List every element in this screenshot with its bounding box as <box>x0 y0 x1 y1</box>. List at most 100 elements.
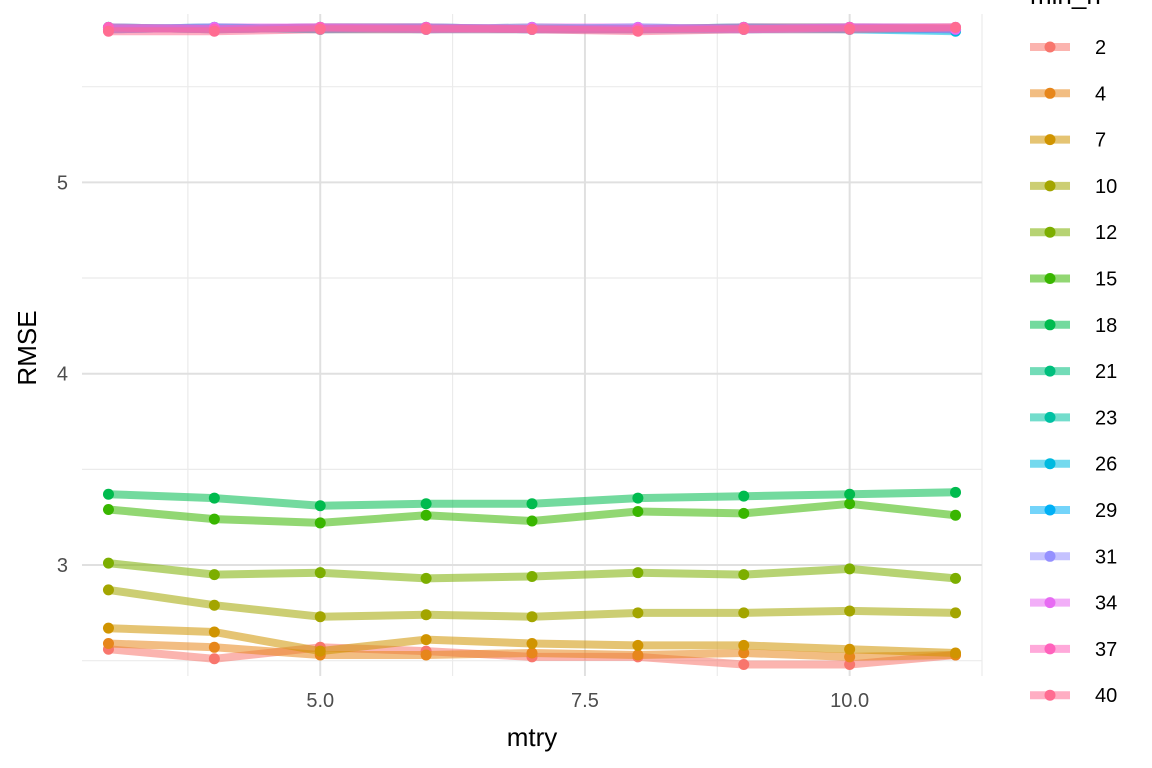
data-point <box>526 611 538 623</box>
data-point <box>526 515 538 527</box>
data-point <box>526 571 538 583</box>
legend-item: 7 <box>1030 130 1106 152</box>
data-point <box>420 634 432 646</box>
data-point <box>632 649 644 661</box>
legend-item: 15 <box>1030 269 1117 291</box>
data-point <box>632 639 644 651</box>
legend-key-point <box>1044 689 1056 701</box>
data-point <box>738 659 750 671</box>
data-point <box>102 557 114 569</box>
data-point <box>420 572 432 584</box>
data-point <box>208 653 220 665</box>
data-point <box>526 23 538 35</box>
series-12 <box>102 557 962 584</box>
legend-key-point <box>1044 134 1056 146</box>
series-10 <box>102 584 962 623</box>
data-point <box>738 647 750 659</box>
data-point <box>632 607 644 619</box>
data-point <box>208 641 220 653</box>
data-point <box>420 509 432 521</box>
y-axis-ticks: 3 4 5 <box>57 172 68 577</box>
data-point <box>102 25 114 37</box>
data-point <box>950 572 962 584</box>
legend: min_n 2 4 7 10 12 15 18 21 23 26 29 31 34 37 40 <box>1030 0 1117 707</box>
legend-key-point <box>1044 504 1056 516</box>
data-point <box>314 500 326 512</box>
data-point <box>844 659 856 671</box>
data-point <box>314 567 326 579</box>
y-tick-label: 5 <box>57 172 68 194</box>
data-point <box>526 647 538 659</box>
legend-item: 40 <box>1030 685 1117 707</box>
data-point <box>420 23 432 35</box>
data-point <box>314 645 326 657</box>
y-tick-label: 3 <box>57 555 68 577</box>
series-7 <box>102 622 962 659</box>
legend-key-point <box>1044 411 1056 423</box>
data-point <box>102 584 114 596</box>
legend-key-point <box>1044 365 1056 377</box>
data-point <box>950 647 962 659</box>
legend-key-point <box>1044 319 1056 331</box>
legend-key-point <box>1044 643 1056 655</box>
series-15 <box>102 498 962 529</box>
grid-major <box>82 14 982 676</box>
legend-label: 31 <box>1095 546 1117 568</box>
legend-label: 29 <box>1095 500 1117 522</box>
data-point <box>844 643 856 655</box>
data-point <box>950 486 962 498</box>
legend-item: 10 <box>1030 176 1117 198</box>
legend-label: 23 <box>1095 407 1117 429</box>
legend-key-point <box>1044 550 1056 562</box>
data-point <box>102 622 114 634</box>
data-point <box>844 488 856 500</box>
legend-key-point <box>1044 273 1056 284</box>
data-point <box>526 637 538 649</box>
data-point <box>738 607 750 619</box>
data-point <box>208 599 220 611</box>
data-point <box>738 639 750 651</box>
data-point <box>420 498 432 510</box>
legend-key-point <box>1044 458 1056 470</box>
legend-label: 7 <box>1095 130 1106 152</box>
legend-label: 2 <box>1095 37 1106 59</box>
y-tick-label: 4 <box>57 364 68 386</box>
legend-key-point <box>1044 180 1056 192</box>
x-tick-label: 7.5 <box>571 690 599 712</box>
data-point <box>844 23 856 35</box>
data-point <box>102 504 114 516</box>
data-point <box>950 607 962 619</box>
data-point <box>738 490 750 502</box>
data-point <box>314 517 326 529</box>
y-axis-title: RMSE <box>12 310 42 385</box>
legend-item: 18 <box>1030 315 1117 337</box>
data-point <box>314 611 326 623</box>
data-point <box>208 25 220 37</box>
legend-item: 12 <box>1030 222 1117 244</box>
data-point <box>208 513 220 525</box>
legend-label: 4 <box>1095 83 1106 105</box>
legend-label: 40 <box>1095 685 1117 707</box>
data-point <box>738 569 750 581</box>
data-point <box>420 609 432 621</box>
data-point <box>950 21 962 33</box>
x-tick-label: 5.0 <box>306 690 334 712</box>
legend-label: 10 <box>1095 176 1117 198</box>
legend-label: 15 <box>1095 269 1117 291</box>
legend-label: 26 <box>1095 454 1117 476</box>
legend-item: 26 <box>1030 454 1117 476</box>
legend-label: 18 <box>1095 315 1117 337</box>
legend-key-point <box>1044 597 1056 609</box>
data-point <box>314 23 326 35</box>
legend-item: 4 <box>1030 83 1106 105</box>
data-point <box>632 492 644 504</box>
data-point <box>208 569 220 581</box>
legend-item: 31 <box>1030 546 1117 568</box>
x-axis-ticks: 5.0 7.5 10.0 <box>306 690 869 712</box>
legend-item: 2 <box>1030 37 1106 59</box>
legend-item: 23 <box>1030 407 1117 429</box>
legend-key-point <box>1044 226 1056 238</box>
legend-label: 21 <box>1095 361 1117 383</box>
data-point <box>738 507 750 519</box>
data-point <box>738 23 750 35</box>
